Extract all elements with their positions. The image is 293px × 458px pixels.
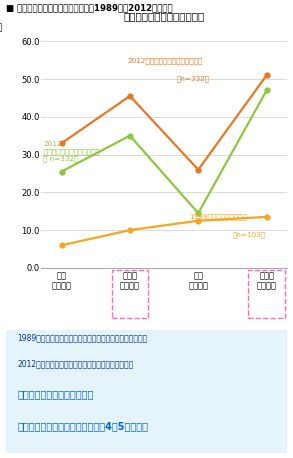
Text: 休日だと朝食や夕食の後片付けを4～5割がする: 休日だと朝食や夕食の後片付けを4～5割がする [17, 421, 148, 431]
Text: ■ 夫の家事・育児への関与：調理（1989年・2012年比較）: ■ 夫の家事・育児への関与：調理（1989年・2012年比較） [6, 4, 173, 13]
FancyBboxPatch shape [0, 328, 293, 455]
Text: 2012年：フルタイム家族で劇的に進む夫の家事関与: 2012年：フルタイム家族で劇的に進む夫の家事関与 [17, 360, 133, 368]
Text: （％）: （％） [0, 23, 3, 32]
Text: 朝食の
後片付け: 朝食の 後片付け [120, 271, 140, 290]
Text: （n=332）: （n=332） [176, 75, 209, 82]
Text: 2012フルタイム家族・夫（休日）: 2012フルタイム家族・夫（休日） [127, 57, 202, 64]
Text: フルタイム家族（複数回答）: フルタイム家族（複数回答） [123, 11, 205, 21]
Text: 1989フルタイム家族・夫: 1989フルタイム家族・夫 [189, 213, 247, 220]
Text: 今はフルタイム家族の夫は、: 今はフルタイム家族の夫は、 [17, 389, 93, 399]
Text: 1989年：フルタイム家族・専業主婦家族間わず関わり低い: 1989年：フルタイム家族・専業主婦家族間わず関わり低い [17, 333, 147, 343]
Text: 2012
フルタイム家族・夫（平日）
（ n=332）: 2012 フルタイム家族・夫（平日） （ n=332） [43, 141, 100, 162]
Text: （n=103）: （n=103） [233, 232, 266, 238]
Text: 夕食の
後片付け: 夕食の 後片付け [257, 271, 277, 290]
Text: 夕食
のしたく: 夕食 のしたく [188, 271, 208, 290]
Text: 朝食
のしたく: 朝食 のしたく [52, 271, 71, 290]
